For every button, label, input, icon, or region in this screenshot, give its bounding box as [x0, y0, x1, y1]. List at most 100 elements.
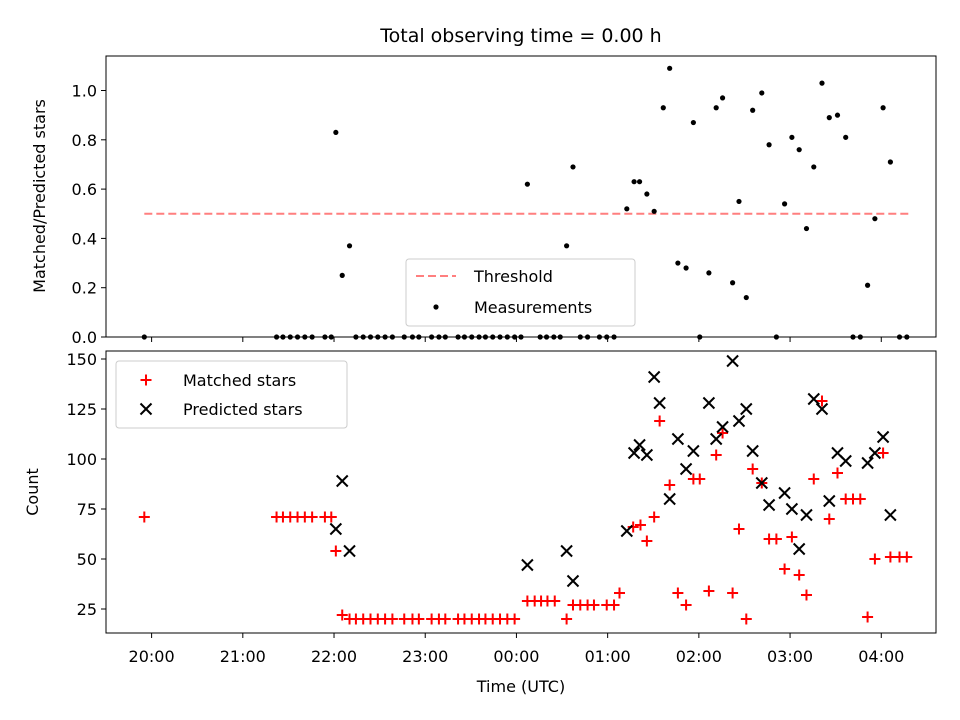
matched-star-point	[413, 613, 425, 625]
predicted-star-point	[679, 462, 693, 476]
predicted-star-point	[746, 444, 759, 458]
predicted-star-point	[633, 438, 646, 452]
matched-star-point	[648, 511, 660, 523]
bottom-y-tick-label: 50	[77, 550, 97, 569]
predicted-star-point	[868, 446, 882, 460]
matched-star-point	[862, 611, 874, 623]
measurement-point	[339, 272, 345, 278]
top-chart-title: Total observing time = 0.00 h	[379, 25, 661, 47]
measurement-point	[811, 164, 817, 170]
measurement-point	[683, 265, 689, 271]
predicted-star-point	[740, 402, 753, 416]
predicted-star-point	[671, 432, 685, 446]
top-y-tick-label: 0.8	[72, 131, 97, 150]
matched-star-point	[680, 599, 692, 611]
measurement-point	[750, 107, 756, 113]
x-tick-label: 21:00	[220, 647, 266, 666]
measurement-point	[803, 225, 810, 232]
matched-star-point	[330, 545, 342, 557]
predicted-star-point	[640, 448, 654, 462]
measurement-point	[636, 179, 643, 185]
bottom-axes-frame	[105, 350, 937, 634]
measurement-point	[524, 181, 530, 187]
predicted-star-point	[876, 430, 890, 444]
measurement-point	[346, 243, 353, 249]
bottom-y-axis-title: Count	[23, 468, 42, 516]
measurement-point	[644, 191, 650, 197]
x-tick-label: 23:00	[402, 647, 448, 666]
measurement-point	[660, 105, 666, 111]
measurement-point	[570, 164, 576, 170]
top-y-tick-label: 0.2	[72, 279, 97, 298]
top-y-tick-label: 0.0	[72, 328, 97, 347]
matched-star-point	[733, 523, 745, 535]
top-legend-box	[405, 258, 636, 327]
matched-star-point	[779, 563, 791, 575]
predicted-star-point	[800, 508, 813, 522]
top-y-tick-label: 0.4	[72, 229, 97, 248]
measurements-legend-label: Measurements	[474, 298, 592, 317]
matched-star-point	[869, 553, 881, 565]
matched-star-point	[823, 513, 835, 525]
measurement-point	[736, 198, 742, 205]
measurement-point	[826, 115, 832, 121]
measurement-point	[743, 294, 749, 301]
predicted-star-point	[792, 542, 806, 556]
matched-star-point	[854, 493, 866, 505]
matched-star-point	[325, 511, 337, 523]
matched-star-point	[306, 511, 318, 523]
matched-star-point	[336, 609, 348, 621]
matched-star-point	[509, 613, 521, 625]
matched-star-point	[727, 587, 739, 599]
bottom-y-tick-label: 125	[66, 400, 97, 419]
top-plot-area: 0.0 0.2 0.4 0.6 0.8 1.0 Threshold Measurements	[72, 55, 937, 347]
matched-star-point	[786, 531, 798, 543]
matched-star-point	[747, 463, 759, 475]
x-tick-label: 22:00	[311, 647, 357, 666]
predicted-star-point	[627, 446, 641, 460]
measurement-point	[843, 134, 849, 140]
predicted-star-point	[709, 432, 723, 446]
matched-star-point	[561, 613, 573, 625]
matched-legend-label: Matched stars	[183, 371, 296, 390]
measurement-point	[864, 282, 871, 288]
matched-star-point	[634, 519, 646, 531]
predicted-star-point	[839, 454, 852, 468]
predicted-star-point	[620, 524, 634, 538]
measurement-point	[333, 129, 339, 136]
measurement-point	[834, 112, 841, 118]
predicted-star-point	[762, 498, 776, 512]
predicted-star-point	[702, 396, 716, 410]
predicted-star-point	[653, 396, 666, 410]
predicted-star-point	[343, 544, 356, 558]
matched-star-point	[710, 449, 722, 461]
predicted-star-point	[329, 522, 343, 536]
matched-star-point	[831, 467, 843, 479]
threshold-legend-label: Threshold	[473, 267, 553, 286]
x-tick-label: 03:00	[767, 647, 813, 666]
measurement-point	[719, 95, 726, 101]
bottom-y-tick-label: 25	[77, 600, 97, 619]
measurement-point	[667, 65, 673, 71]
x-tick-label: 01:00	[585, 647, 631, 666]
matched-star-point	[703, 585, 715, 597]
predicted-star-point	[884, 508, 897, 522]
predicted-star-point	[807, 392, 820, 406]
predicted-star-point	[566, 574, 580, 588]
bottom-y-tick-label: 150	[66, 350, 97, 369]
x-tick-label: 20:00	[129, 647, 175, 666]
matched-star-point	[694, 473, 706, 485]
matched-star-point	[877, 447, 889, 459]
bottom-y-tick-label: 100	[66, 450, 97, 469]
predicted-star-point	[732, 414, 746, 428]
matched-star-point	[439, 613, 451, 625]
matched-star-point	[808, 473, 820, 485]
predicted-star-point	[778, 486, 791, 500]
x-tick-label: 04:00	[858, 647, 904, 666]
matched-star-point	[386, 613, 398, 625]
predicted-star-point	[823, 494, 836, 508]
predicted-legend-swatch	[139, 402, 153, 416]
measurement-point	[880, 105, 886, 111]
